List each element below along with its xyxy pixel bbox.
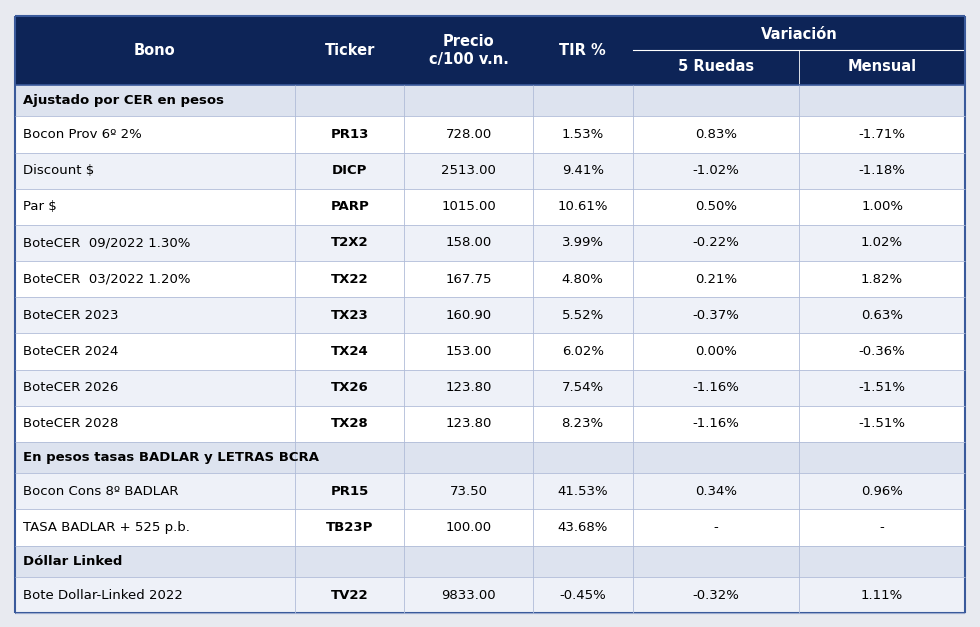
Text: 10.61%: 10.61% [558, 200, 608, 213]
Text: -: - [880, 521, 885, 534]
Bar [15, 117, 965, 152]
Text: -1.02%: -1.02% [692, 164, 739, 177]
Text: Precio
c/100 v.n.: Precio c/100 v.n. [428, 34, 509, 66]
Text: 0.83%: 0.83% [695, 128, 737, 141]
Bar [15, 577, 965, 613]
Text: -1.71%: -1.71% [858, 128, 906, 141]
Text: -: - [713, 521, 718, 534]
Text: TV22: TV22 [331, 589, 368, 602]
Text: 4.80%: 4.80% [562, 273, 604, 286]
Text: 2513.00: 2513.00 [441, 164, 496, 177]
Text: BoteCER 2028: BoteCER 2028 [24, 418, 119, 430]
Text: 1.11%: 1.11% [861, 589, 904, 602]
Bar [15, 261, 965, 297]
Text: TX22: TX22 [331, 273, 368, 286]
Text: Mensual: Mensual [848, 59, 916, 74]
Bar [15, 85, 965, 117]
Text: 5.52%: 5.52% [562, 309, 604, 322]
Text: TX24: TX24 [331, 345, 368, 358]
Bar [15, 152, 965, 189]
Text: 0.96%: 0.96% [861, 485, 903, 498]
Text: BoteCER 2023: BoteCER 2023 [24, 309, 119, 322]
Text: 728.00: 728.00 [446, 128, 492, 141]
Text: 0.34%: 0.34% [695, 485, 737, 498]
Text: 3.99%: 3.99% [562, 236, 604, 250]
Text: BoteCER 2024: BoteCER 2024 [24, 345, 119, 358]
Text: Ticker: Ticker [324, 43, 375, 58]
Text: 0.63%: 0.63% [861, 309, 904, 322]
Text: -1.16%: -1.16% [692, 381, 739, 394]
Text: PR15: PR15 [330, 485, 368, 498]
Text: 8.23%: 8.23% [562, 418, 604, 430]
Text: 123.80: 123.80 [446, 381, 492, 394]
Text: TX28: TX28 [331, 418, 368, 430]
Text: -1.18%: -1.18% [858, 164, 906, 177]
Text: 73.50: 73.50 [450, 485, 488, 498]
Text: 6.02%: 6.02% [562, 345, 604, 358]
Text: Discount $: Discount $ [24, 164, 94, 177]
Text: TX26: TX26 [331, 381, 368, 394]
Text: -0.45%: -0.45% [560, 589, 606, 602]
Text: 0.00%: 0.00% [695, 345, 737, 358]
Bar [15, 16, 965, 85]
Text: 1.02%: 1.02% [861, 236, 904, 250]
Text: 1015.00: 1015.00 [441, 200, 496, 213]
Bar [15, 334, 965, 369]
Text: 7.54%: 7.54% [562, 381, 604, 394]
Bar [15, 510, 965, 545]
Bar [15, 369, 965, 406]
Text: 158.00: 158.00 [446, 236, 492, 250]
Text: Variación: Variación [760, 27, 837, 42]
Text: -0.36%: -0.36% [858, 345, 906, 358]
Text: TX23: TX23 [331, 309, 368, 322]
Text: Bote Dollar-Linked 2022: Bote Dollar-Linked 2022 [24, 589, 183, 602]
Text: PARP: PARP [330, 200, 369, 213]
Text: -0.37%: -0.37% [692, 309, 739, 322]
Text: BoteCER  09/2022 1.30%: BoteCER 09/2022 1.30% [24, 236, 191, 250]
Text: 9833.00: 9833.00 [441, 589, 496, 602]
Text: 100.00: 100.00 [446, 521, 492, 534]
Text: -0.32%: -0.32% [692, 589, 739, 602]
Text: TIR %: TIR % [560, 43, 606, 58]
Text: 160.90: 160.90 [446, 309, 492, 322]
Text: 0.21%: 0.21% [695, 273, 737, 286]
Text: DICP: DICP [332, 164, 368, 177]
Text: TASA BADLAR + 525 p.b.: TASA BADLAR + 525 p.b. [24, 521, 190, 534]
Text: 41.53%: 41.53% [558, 485, 608, 498]
Text: 9.41%: 9.41% [562, 164, 604, 177]
Text: -1.16%: -1.16% [692, 418, 739, 430]
Text: 123.80: 123.80 [446, 418, 492, 430]
Text: 1.53%: 1.53% [562, 128, 604, 141]
Bar [15, 406, 965, 442]
Text: TB23P: TB23P [326, 521, 373, 534]
Text: BoteCER 2026: BoteCER 2026 [24, 381, 119, 394]
Text: -0.22%: -0.22% [692, 236, 739, 250]
Bar [15, 473, 965, 510]
Text: 153.00: 153.00 [446, 345, 492, 358]
Bar [15, 545, 965, 577]
Text: 43.68%: 43.68% [558, 521, 608, 534]
Text: 1.82%: 1.82% [861, 273, 904, 286]
Text: Bocon Prov 6º 2%: Bocon Prov 6º 2% [24, 128, 142, 141]
Text: PR13: PR13 [330, 128, 369, 141]
Bar [15, 189, 965, 225]
Bar [15, 225, 965, 261]
Text: BoteCER  03/2022 1.20%: BoteCER 03/2022 1.20% [24, 273, 191, 286]
Text: 1.00%: 1.00% [861, 200, 904, 213]
Text: 5 Ruedas: 5 Ruedas [678, 59, 754, 74]
Text: Bono: Bono [134, 43, 175, 58]
Bar [15, 297, 965, 334]
Text: 0.50%: 0.50% [695, 200, 737, 213]
Text: Dóllar Linked: Dóllar Linked [24, 555, 122, 568]
Text: 167.75: 167.75 [445, 273, 492, 286]
Text: -1.51%: -1.51% [858, 418, 906, 430]
Text: Bocon Cons 8º BADLAR: Bocon Cons 8º BADLAR [24, 485, 178, 498]
Text: Ajustado por CER en pesos: Ajustado por CER en pesos [24, 94, 224, 107]
Text: -1.51%: -1.51% [858, 381, 906, 394]
Text: En pesos tasas BADLAR y LETRAS BCRA: En pesos tasas BADLAR y LETRAS BCRA [24, 451, 319, 464]
Text: Par $: Par $ [24, 200, 57, 213]
Bar [15, 442, 965, 473]
Text: T2X2: T2X2 [331, 236, 368, 250]
